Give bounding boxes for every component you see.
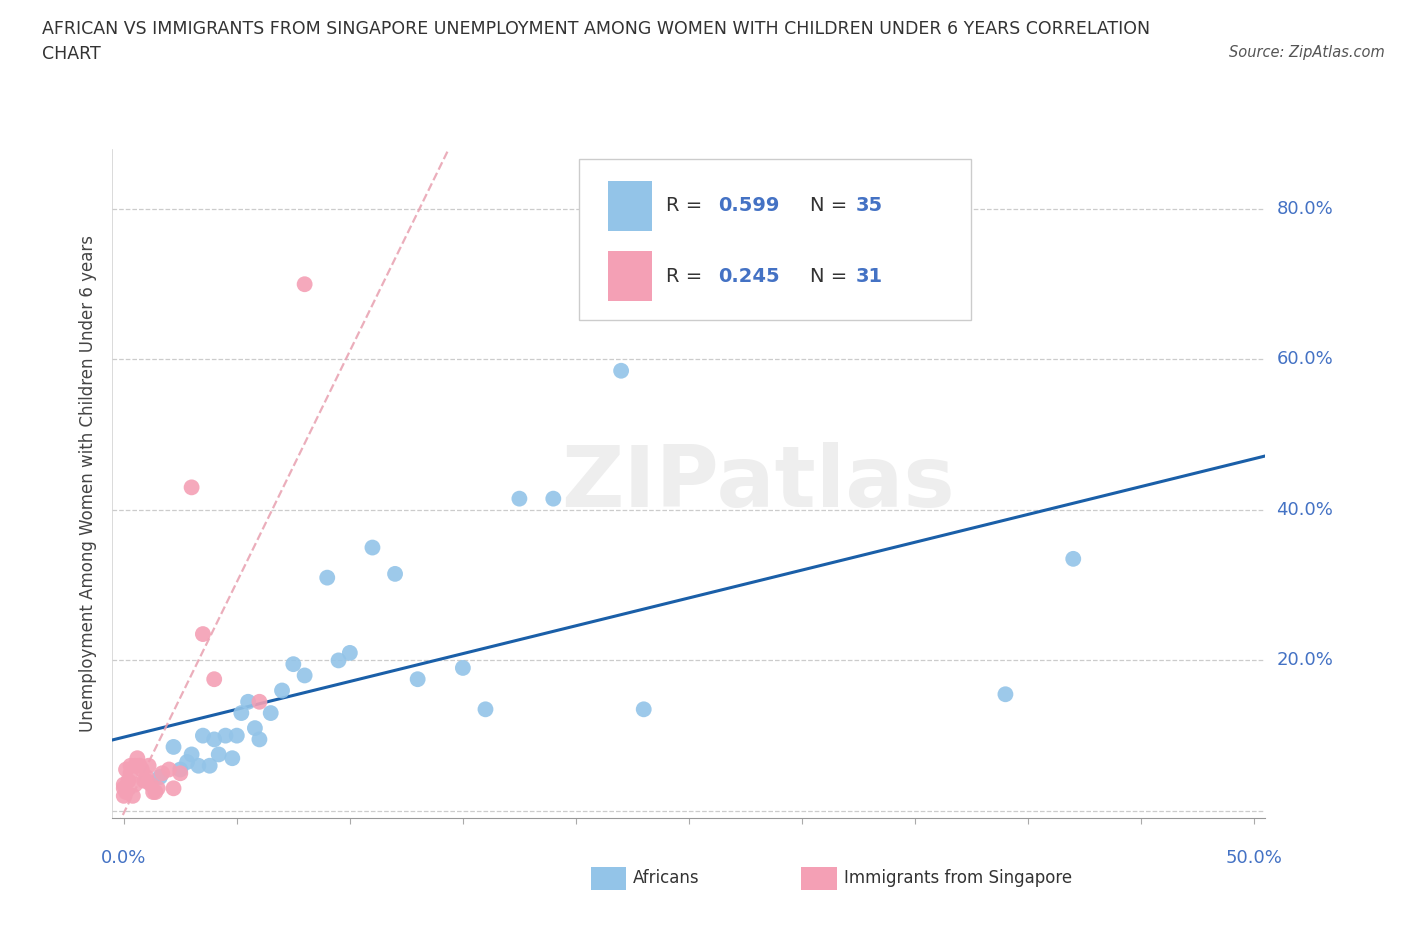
Text: AFRICAN VS IMMIGRANTS FROM SINGAPORE UNEMPLOYMENT AMONG WOMEN WITH CHILDREN UNDE: AFRICAN VS IMMIGRANTS FROM SINGAPORE UNE… — [42, 20, 1150, 38]
Point — [149, 770, 172, 785]
Text: 0.0%: 0.0% — [101, 849, 146, 867]
Point — [633, 702, 655, 717]
Point — [198, 758, 221, 773]
Point — [180, 480, 202, 495]
Text: R =: R = — [666, 196, 709, 215]
Point — [112, 781, 135, 796]
Point — [120, 765, 142, 780]
Point — [176, 754, 198, 769]
FancyBboxPatch shape — [609, 180, 652, 231]
Text: 31: 31 — [856, 267, 883, 286]
FancyBboxPatch shape — [579, 159, 972, 320]
Point — [142, 785, 165, 800]
Point — [271, 683, 294, 698]
Point — [225, 728, 247, 743]
Point — [135, 774, 157, 789]
Point — [451, 660, 474, 675]
Point — [162, 781, 184, 796]
Point — [208, 747, 231, 762]
Point — [112, 789, 135, 804]
Point — [131, 762, 153, 777]
Point — [406, 671, 429, 686]
Text: N =: N = — [810, 196, 853, 215]
Point — [221, 751, 243, 765]
Point — [134, 774, 156, 789]
Text: ZIPatlas: ZIPatlas — [561, 442, 955, 525]
Point — [112, 777, 135, 792]
Point — [231, 706, 253, 721]
Text: 0.599: 0.599 — [717, 196, 779, 215]
Point — [361, 540, 384, 555]
Point — [1062, 551, 1084, 566]
Point — [202, 671, 225, 686]
Text: 20.0%: 20.0% — [1277, 651, 1333, 670]
Text: 40.0%: 40.0% — [1277, 501, 1333, 519]
Point — [127, 751, 149, 765]
Point — [191, 627, 214, 642]
Point — [316, 570, 339, 585]
Point — [508, 491, 530, 506]
Text: R =: R = — [666, 267, 709, 286]
Text: CHART: CHART — [42, 45, 101, 62]
Point — [169, 765, 191, 780]
Point — [994, 687, 1017, 702]
Point — [139, 777, 162, 792]
Point — [283, 657, 305, 671]
Point — [115, 762, 138, 777]
Text: 50.0%: 50.0% — [1226, 849, 1282, 867]
Point — [145, 785, 167, 800]
Point — [124, 758, 146, 773]
Point — [124, 777, 146, 792]
Point — [236, 695, 259, 710]
Point — [187, 758, 209, 773]
FancyBboxPatch shape — [609, 251, 652, 301]
Text: N =: N = — [810, 267, 853, 286]
Point — [150, 765, 173, 780]
Point — [169, 762, 191, 777]
Point — [135, 770, 157, 785]
Point — [202, 732, 225, 747]
Point — [294, 668, 316, 683]
Point — [249, 695, 271, 710]
Point — [191, 728, 214, 743]
Text: Source: ZipAtlas.com: Source: ZipAtlas.com — [1229, 45, 1385, 60]
Point — [328, 653, 350, 668]
Point — [543, 491, 565, 506]
Point — [214, 728, 236, 743]
Point — [120, 758, 142, 773]
Text: 0.245: 0.245 — [717, 267, 779, 286]
Point — [260, 706, 283, 721]
Point — [384, 566, 406, 581]
Text: Immigrants from Singapore: Immigrants from Singapore — [844, 869, 1071, 887]
Point — [249, 732, 271, 747]
Point — [180, 747, 202, 762]
Point — [121, 789, 143, 804]
Point — [474, 702, 496, 717]
Text: 80.0%: 80.0% — [1277, 200, 1333, 218]
Point — [243, 721, 266, 736]
Text: 60.0%: 60.0% — [1277, 351, 1333, 368]
Point — [294, 277, 316, 292]
Point — [117, 774, 139, 789]
Point — [138, 758, 160, 773]
Point — [339, 645, 361, 660]
Text: Africans: Africans — [633, 869, 699, 887]
Text: 35: 35 — [856, 196, 883, 215]
Point — [146, 781, 169, 796]
Point — [157, 762, 180, 777]
Point — [115, 785, 138, 800]
Y-axis label: Unemployment Among Women with Children Under 6 years: Unemployment Among Women with Children U… — [79, 235, 97, 732]
Point — [128, 758, 150, 773]
Point — [610, 364, 633, 379]
Point — [162, 739, 184, 754]
